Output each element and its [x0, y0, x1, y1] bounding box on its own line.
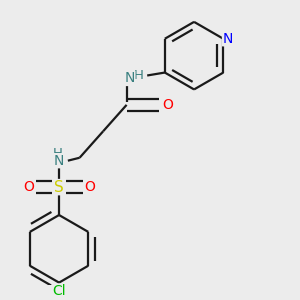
Text: N: N	[223, 32, 233, 46]
Text: O: O	[162, 98, 173, 112]
Text: N: N	[54, 154, 64, 168]
Text: O: O	[23, 180, 34, 194]
Text: H: H	[134, 69, 143, 82]
Text: O: O	[85, 180, 95, 194]
Text: H: H	[52, 147, 62, 160]
Text: Cl: Cl	[52, 284, 66, 298]
Text: N: N	[124, 71, 135, 85]
Text: S: S	[54, 180, 64, 195]
